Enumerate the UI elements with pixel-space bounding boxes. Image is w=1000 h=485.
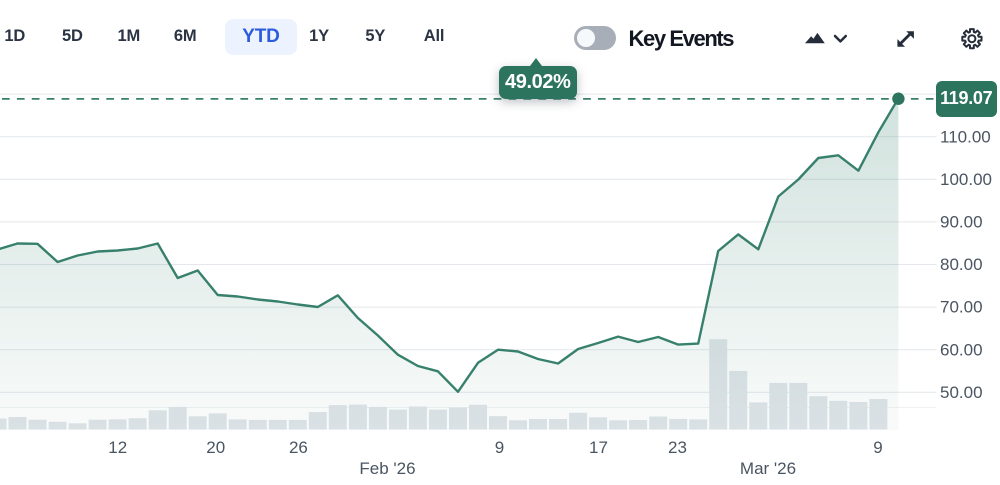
svg-text:110.00: 110.00 [940,127,991,146]
svg-text:26: 26 [289,438,308,457]
svg-text:20: 20 [206,438,225,457]
svg-text:80.00: 80.00 [940,255,983,274]
svg-text:100.00: 100.00 [940,170,992,189]
svg-text:12: 12 [108,438,127,457]
svg-text:23: 23 [668,438,687,457]
svg-text:9: 9 [873,438,882,457]
svg-text:60.00: 60.00 [940,340,983,359]
svg-text:9: 9 [495,438,504,457]
svg-text:70.00: 70.00 [940,298,983,317]
svg-text:17: 17 [589,438,608,457]
svg-text:90.00: 90.00 [940,213,983,232]
svg-text:Mar '26: Mar '26 [740,459,796,478]
svg-text:Feb '26: Feb '26 [359,459,415,478]
svg-text:50.00: 50.00 [940,383,983,402]
